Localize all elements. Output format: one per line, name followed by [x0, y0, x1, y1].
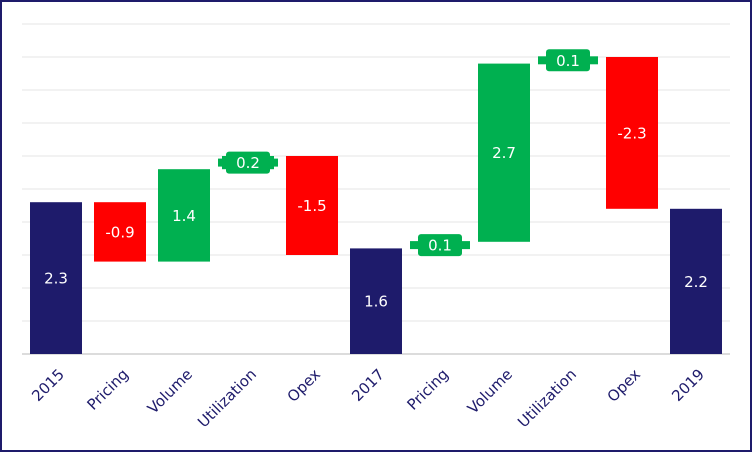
label-box [226, 151, 270, 174]
bar [286, 156, 338, 255]
value-label: 2.7 [492, 144, 516, 162]
value-label: -0.9 [105, 223, 134, 241]
value-label: 1.4 [172, 207, 196, 225]
bar [670, 208, 722, 354]
value-label: -1.5 [297, 197, 326, 215]
bar [350, 248, 402, 354]
value-label: 0.1 [556, 52, 580, 70]
label-box [418, 234, 462, 257]
value-label: 2.2 [684, 273, 708, 291]
value-label: 0.2 [236, 154, 260, 172]
value-label: 1.6 [364, 293, 388, 311]
bar [94, 202, 146, 262]
value-label: 2.3 [44, 270, 68, 288]
value-label: 0.1 [428, 237, 452, 255]
bar [478, 63, 530, 242]
bar [30, 202, 82, 354]
bar [158, 169, 210, 262]
bar [606, 57, 658, 209]
value-label: -2.3 [617, 124, 646, 142]
label-box [546, 49, 590, 72]
